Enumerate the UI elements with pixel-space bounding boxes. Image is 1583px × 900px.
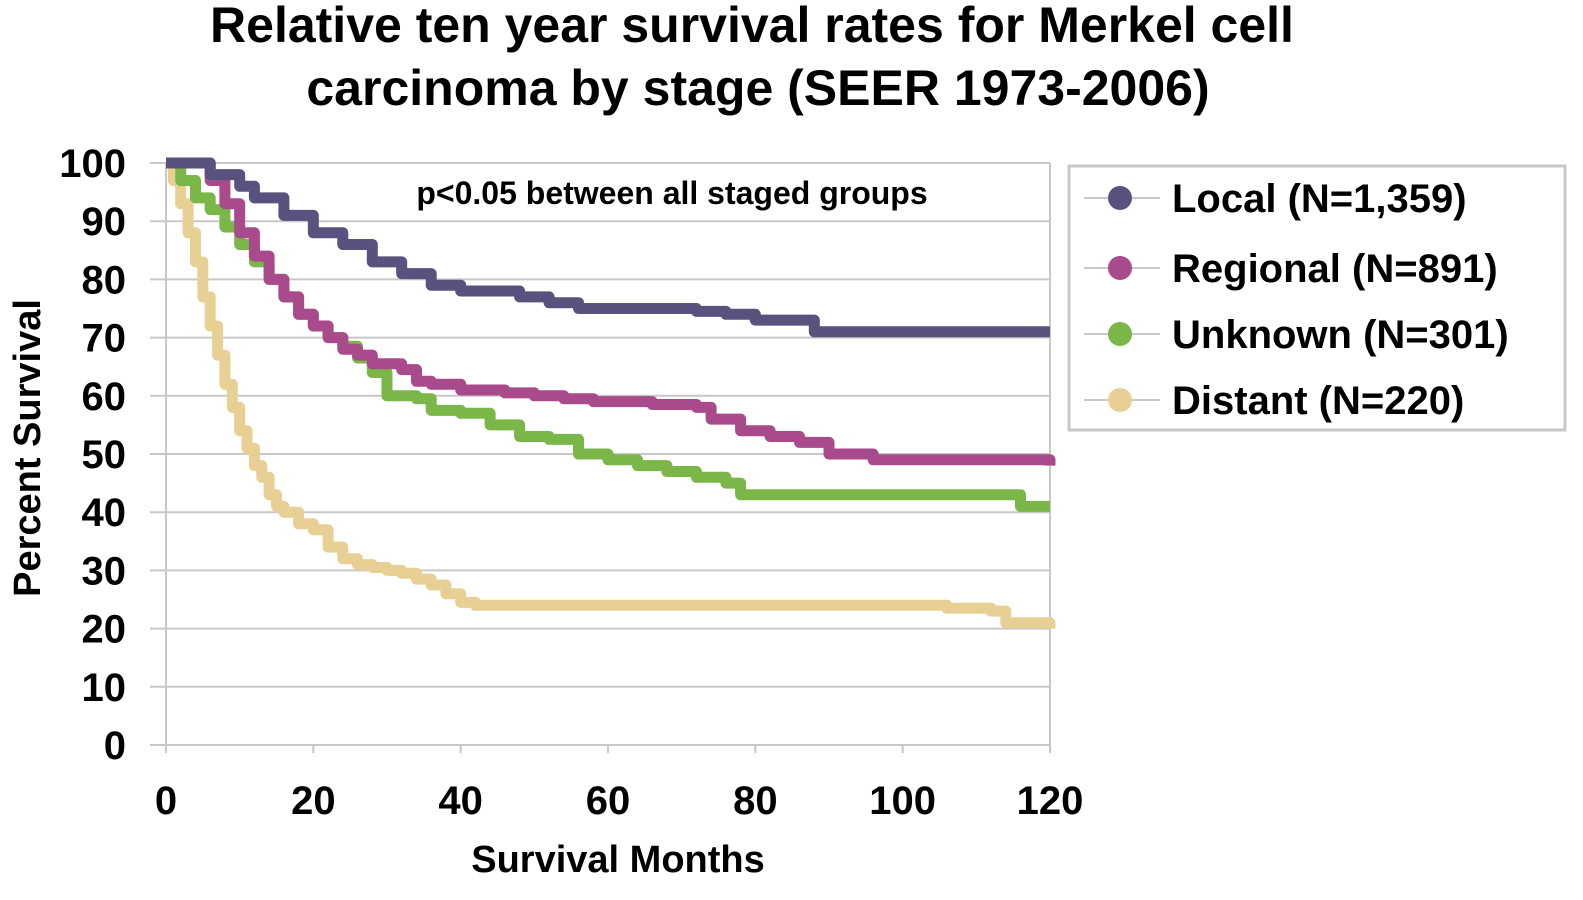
y-tick-label: 50	[82, 433, 127, 477]
x-tick-label: 100	[869, 779, 936, 823]
y-axis-label: Percent Survival	[7, 299, 49, 597]
y-tick-label: 100	[59, 142, 126, 186]
axes	[165, 163, 1051, 753]
legend-box	[1067, 164, 1567, 432]
y-tick-label: 10	[82, 666, 127, 710]
chart-title-line-1: Relative ten year survival rates for Mer…	[210, 0, 1294, 53]
legend-label: Local (N=1,359)	[1172, 177, 1467, 221]
x-axis-label: Survival Months	[471, 839, 765, 881]
x-tick-label: 0	[155, 779, 177, 823]
series-line-3	[166, 157, 1056, 629]
y-tick-label: 70	[82, 317, 127, 361]
y-tick-label: 90	[82, 200, 127, 244]
series-line-0	[166, 157, 1050, 338]
legend-label: Unknown (N=301)	[1172, 313, 1509, 357]
x-tick-label: 20	[291, 779, 336, 823]
x-tick-label: 80	[733, 779, 778, 823]
series-line-1	[166, 157, 1056, 466]
legend-marker	[1108, 322, 1132, 346]
chart-title-line-2: carcinoma by stage (SEER 1973-2006)	[306, 60, 1209, 116]
y-tick-label: 60	[82, 375, 127, 419]
y-tick-labels: 0 10 20 30 40 50 60 70 80 90 100	[59, 142, 126, 768]
y-tick-label: 80	[82, 258, 127, 302]
x-tick-label: 40	[438, 779, 483, 823]
x-tick-labels: 0 20 40 60 80 100 120	[155, 779, 1084, 823]
legend-marker	[1108, 186, 1132, 210]
legend: Local (N=1,359) Regional (N=891) Unknown (…	[1067, 164, 1567, 432]
series-lines	[166, 157, 1056, 629]
legend-marker	[1108, 388, 1132, 412]
legend-label: Distant (N=220)	[1172, 379, 1464, 423]
y-tick-label: 40	[82, 491, 127, 535]
legend-marker	[1108, 256, 1132, 280]
y-tick-label: 0	[104, 724, 126, 768]
x-tick-label: 60	[586, 779, 631, 823]
x-tick-label: 120	[1017, 779, 1084, 823]
legend-label: Regional (N=891)	[1172, 247, 1498, 291]
series-line-2	[166, 157, 1050, 512]
significance-annotation: p<0.05 between all staged groups	[416, 175, 927, 211]
y-tick-label: 30	[82, 549, 127, 593]
y-tick-label: 20	[82, 608, 127, 652]
